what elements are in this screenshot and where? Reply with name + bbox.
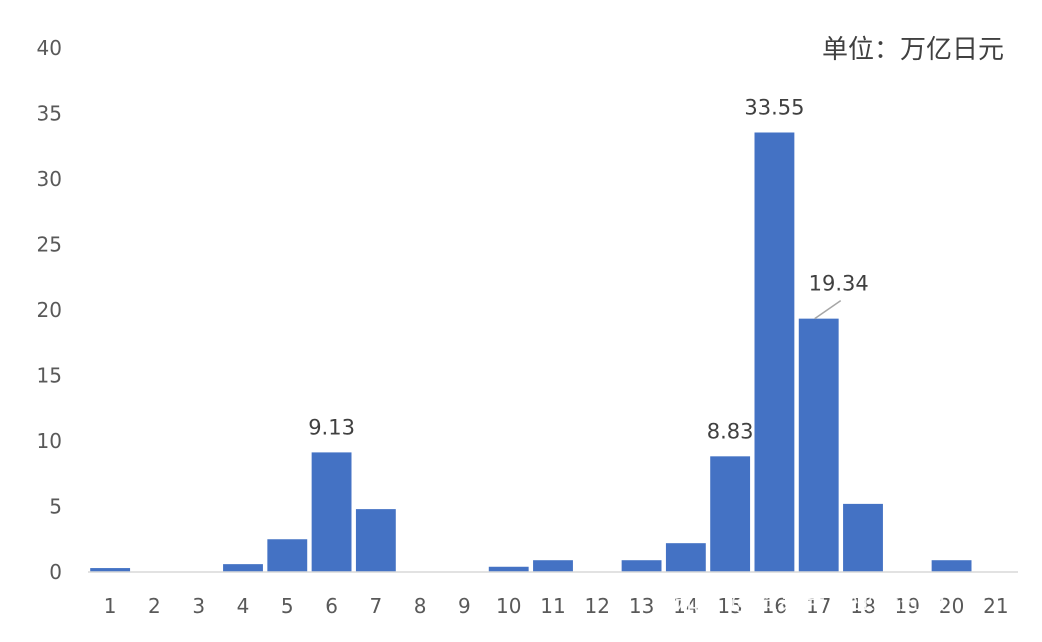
x-tick-label: 17 <box>806 594 831 618</box>
data-label: 33.55 <box>744 95 804 119</box>
data-label: 8.83 <box>707 419 754 443</box>
y-tick-label: 25 <box>37 233 62 257</box>
bar <box>311 452 352 572</box>
bar <box>488 566 529 572</box>
x-tick-label: 11 <box>540 594 565 618</box>
x-tick-label: 2 <box>148 594 161 618</box>
x-tick-label: 12 <box>585 594 610 618</box>
bar <box>665 543 706 572</box>
watermark: 知乎 @贸易与产业研究员 <box>675 587 947 615</box>
bar <box>533 560 573 572</box>
bar <box>798 318 839 572</box>
x-tick-label: 20 <box>939 594 964 618</box>
y-tick-label: 30 <box>37 167 62 191</box>
x-axis-ticks: 1 2 3 4 5 6 7 8 9 10 11 12 13 14 15 16 17 18 19 20 21 <box>104 594 1009 618</box>
bar <box>355 509 396 572</box>
x-tick-label: 5 <box>281 594 294 618</box>
x-tick-label: 16 <box>762 594 787 618</box>
x-tick-label: 4 <box>237 594 250 618</box>
data-label: 9.13 <box>308 415 355 439</box>
data-label: 19.34 <box>809 272 869 296</box>
x-tick-label: 9 <box>458 594 471 618</box>
bar <box>710 456 751 572</box>
y-tick-label: 10 <box>37 429 62 453</box>
bar <box>843 503 883 572</box>
y-tick-label: 20 <box>37 298 62 322</box>
bar <box>267 539 308 572</box>
x-tick-label: 13 <box>629 594 654 618</box>
bar <box>223 564 263 572</box>
y-tick-label: 0 <box>49 560 62 584</box>
data-labels: 9.13 8.83 33.55 19.34 <box>308 95 869 443</box>
x-tick-label: 14 <box>673 594 698 618</box>
x-tick-label: 8 <box>414 594 427 618</box>
x-tick-label: 15 <box>717 594 742 618</box>
bars <box>90 132 972 572</box>
bar <box>621 560 662 572</box>
x-tick-label: 3 <box>192 594 205 618</box>
y-tick-label: 35 <box>37 102 62 126</box>
y-tick-label: 5 <box>49 495 62 519</box>
unit-label: 单位：万亿日元 <box>822 35 1004 65</box>
x-tick-label: 19 <box>895 594 920 618</box>
y-tick-label: 40 <box>37 36 62 60</box>
data-label-leader-line <box>814 300 842 320</box>
bar <box>90 568 131 572</box>
x-tick-label: 6 <box>325 594 338 618</box>
x-tick-label: 21 <box>983 594 1008 618</box>
bar <box>931 560 972 572</box>
x-tick-label: 1 <box>104 594 117 618</box>
x-tick-label: 10 <box>496 594 521 618</box>
bar <box>754 132 795 572</box>
y-tick-label: 15 <box>37 364 62 388</box>
x-tick-label: 18 <box>850 594 875 618</box>
x-tick-label: 7 <box>369 594 382 618</box>
y-axis-ticks: 0 5 10 15 20 25 30 35 40 <box>37 36 62 584</box>
